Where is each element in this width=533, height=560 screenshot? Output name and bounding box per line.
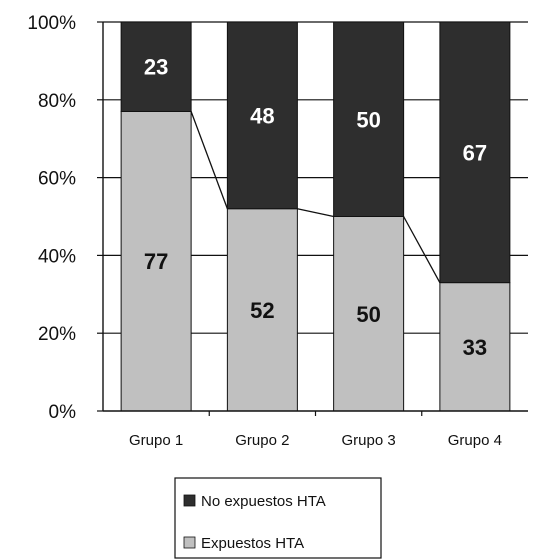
y-tick-label: 60%	[38, 169, 76, 190]
bar-label-no-expuestos: 50	[356, 107, 380, 132]
x-category-label: Grupo 3	[342, 432, 396, 449]
legend-swatch-no-expuestos	[183, 494, 196, 507]
bar-label-expuestos: 33	[463, 335, 487, 360]
bar-label-expuestos: 52	[250, 298, 274, 323]
legend-box	[174, 477, 382, 559]
series-lines	[190, 111, 441, 283]
bar-value-labels: 77 23 52 48 50 50 33 67	[144, 55, 487, 360]
x-category-label: Grupo 2	[235, 432, 289, 449]
series-line	[403, 216, 441, 283]
y-tick-label: 40%	[38, 246, 76, 267]
legend-label-expuestos: Expuestos HTA	[201, 535, 304, 552]
axes: 0% 20% 40% 60% 80% 100% Grupo 1 Grupo 2 Grupo 3 G…	[27, 13, 528, 449]
legend-swatch-expuestos	[183, 536, 196, 549]
bar-expuestos-1	[120, 110, 192, 412]
bars	[120, 21, 511, 412]
series-line	[297, 208, 334, 218]
legend-label-no-expuestos: No expuestos HTA	[201, 493, 326, 510]
bar-no-expuestos-4	[439, 21, 511, 284]
bar-no-expuestos-3	[333, 21, 405, 217]
bar-label-expuestos: 77	[144, 249, 168, 274]
x-category-label: Grupo 1	[129, 432, 183, 449]
bar-label-no-expuestos: 48	[250, 103, 274, 128]
x-category-label: Grupo 4	[448, 432, 502, 449]
y-tick-label: 80%	[38, 91, 76, 112]
bar-label-no-expuestos: 67	[463, 140, 487, 165]
bar-no-expuestos-2	[226, 21, 298, 210]
bar-expuestos-4	[439, 282, 511, 412]
y-tick-label: 20%	[38, 324, 76, 345]
series-line	[190, 111, 228, 209]
legend: No expuestos HTA Expuestos HTA	[174, 477, 382, 559]
bar-label-no-expuestos: 23	[144, 55, 168, 80]
y-tick-label: 100%	[27, 13, 76, 34]
bar-label-expuestos: 50	[356, 302, 380, 327]
bar-no-expuestos-1	[120, 21, 192, 112]
y-tick-label: 0%	[49, 402, 77, 423]
